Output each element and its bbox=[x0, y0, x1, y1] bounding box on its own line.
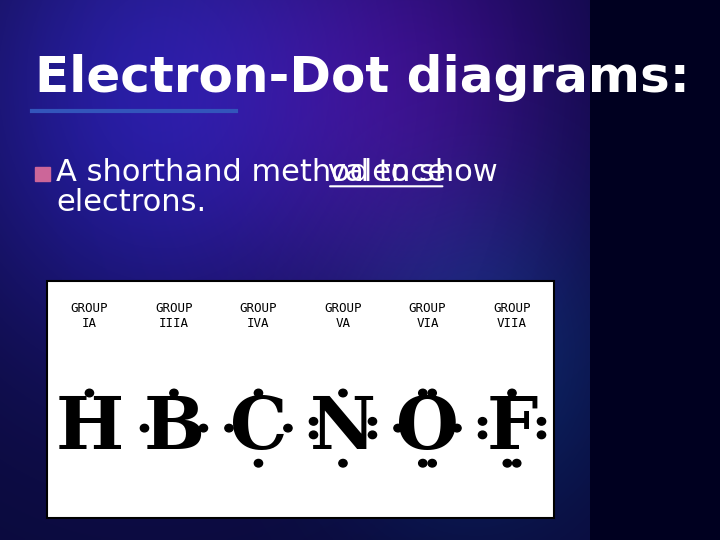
Circle shape bbox=[394, 424, 402, 432]
Text: electrons.: electrons. bbox=[56, 188, 206, 217]
Text: GROUP
VIA: GROUP VIA bbox=[409, 302, 446, 330]
Circle shape bbox=[284, 424, 292, 432]
Circle shape bbox=[254, 460, 263, 467]
Text: valence: valence bbox=[328, 158, 446, 187]
Circle shape bbox=[369, 431, 377, 438]
Text: GROUP
IA: GROUP IA bbox=[71, 302, 108, 330]
Text: GROUP
IIIA: GROUP IIIA bbox=[156, 302, 193, 330]
Circle shape bbox=[369, 417, 377, 425]
Circle shape bbox=[418, 389, 427, 397]
Circle shape bbox=[170, 389, 178, 397]
Circle shape bbox=[478, 431, 487, 438]
Circle shape bbox=[503, 460, 511, 467]
Text: H: H bbox=[55, 393, 124, 464]
Text: F: F bbox=[486, 393, 538, 464]
Circle shape bbox=[310, 431, 318, 438]
Circle shape bbox=[199, 424, 207, 432]
Circle shape bbox=[537, 431, 546, 438]
Text: C: C bbox=[230, 393, 287, 464]
Text: B: B bbox=[143, 393, 204, 464]
Circle shape bbox=[478, 417, 487, 425]
Circle shape bbox=[140, 424, 148, 432]
Text: GROUP
VA: GROUP VA bbox=[324, 302, 361, 330]
Circle shape bbox=[428, 460, 436, 467]
Circle shape bbox=[225, 424, 233, 432]
Text: O: O bbox=[396, 393, 459, 464]
Text: GROUP
IVA: GROUP IVA bbox=[240, 302, 277, 330]
Circle shape bbox=[254, 389, 263, 397]
Circle shape bbox=[428, 389, 436, 397]
Circle shape bbox=[339, 460, 347, 467]
Circle shape bbox=[537, 417, 546, 425]
Text: N: N bbox=[310, 393, 376, 464]
Circle shape bbox=[418, 460, 427, 467]
Circle shape bbox=[513, 460, 521, 467]
Circle shape bbox=[453, 424, 461, 432]
Circle shape bbox=[339, 389, 347, 397]
Circle shape bbox=[310, 417, 318, 425]
Text: A shorthand method to show: A shorthand method to show bbox=[56, 158, 508, 187]
Text: Electron-Dot diagrams:: Electron-Dot diagrams: bbox=[35, 54, 690, 102]
Text: GROUP
VIIA: GROUP VIIA bbox=[493, 302, 531, 330]
Bar bbox=[35, 167, 50, 181]
FancyBboxPatch shape bbox=[48, 281, 554, 518]
Circle shape bbox=[508, 389, 516, 397]
Circle shape bbox=[85, 389, 94, 397]
